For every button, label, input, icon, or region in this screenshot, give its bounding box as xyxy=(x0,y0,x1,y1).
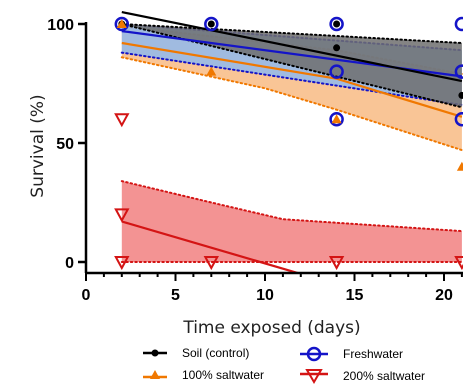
x-tick-label-0: 0 xyxy=(82,287,91,304)
100-saltwater-point-4 xyxy=(456,161,463,171)
legend-label-100-saltwater: 100% saltwater xyxy=(182,368,265,382)
freshwater-point-2 xyxy=(204,16,219,32)
200-saltwater-point-4 xyxy=(203,256,219,271)
survival-chart: 0 50 100 0 5 10 15 20 Time exposed (days) Survi… xyxy=(28,11,463,338)
soil-control-point-5 xyxy=(458,91,463,99)
legend-label-soil: Soil (control) xyxy=(182,346,250,360)
soil-control-point-4 xyxy=(333,44,341,52)
x-tick-label-10: 10 xyxy=(256,287,274,304)
soil-control-fit-line xyxy=(121,11,463,83)
200-saltwater-fit-line xyxy=(121,220,302,273)
freshwater-point-5 xyxy=(329,111,344,127)
legend-item-100-saltwater: 100% saltwater xyxy=(142,368,264,382)
x-tick-label-5: 5 xyxy=(171,287,180,304)
200-saltwater-point-6 xyxy=(454,256,463,271)
freshwater-legend-marker xyxy=(300,346,328,362)
100-saltwater-point-3 xyxy=(331,114,342,124)
soil-legend-marker xyxy=(143,349,167,357)
saltwater-200-legend-marker xyxy=(300,369,328,384)
freshwater-band-lower xyxy=(120,51,463,106)
saltwater-100-legend-marker xyxy=(143,370,167,379)
y-axis-label: Survival (%) xyxy=(28,94,48,197)
legend: Soil (control) Freshwater 100% saltwater… xyxy=(0,341,463,391)
x-tick-label-15: 15 xyxy=(346,287,364,304)
soil-control-point-3 xyxy=(333,20,341,28)
freshwater-point-3 xyxy=(329,16,344,32)
freshwater-point-8 xyxy=(454,111,463,127)
100-saltwater-point-2 xyxy=(206,66,217,76)
legend-item-soil: Soil (control) xyxy=(142,346,249,360)
freshwater-point-7 xyxy=(454,64,463,79)
100-saltwater-point-1 xyxy=(116,19,127,28)
soil-control-point-2 xyxy=(207,20,215,28)
soil-control-band-upper xyxy=(120,23,463,44)
freshwater-point-6 xyxy=(454,16,463,32)
200-saltwater-point-5 xyxy=(328,256,345,271)
freshwater-point-4 xyxy=(329,64,344,79)
x-axis-label: Time exposed (days) xyxy=(182,318,360,338)
100-saltwater-band-lower xyxy=(120,56,463,152)
y-tick-label-0: 0 xyxy=(65,255,74,272)
legend-item-200-saltwater: 200% saltwater xyxy=(299,368,425,384)
legend-item-freshwater: Freshwater xyxy=(299,346,403,362)
y-tick-label-50: 50 xyxy=(56,136,74,153)
legend-label-200-saltwater: 200% saltwater xyxy=(343,369,426,383)
200-saltwater-confidence-band xyxy=(121,181,462,262)
200-saltwater-point-1 xyxy=(114,113,130,128)
200-saltwater-point-3 xyxy=(114,256,130,271)
y-tick-label-100: 100 xyxy=(47,17,74,34)
x-tick-label-20: 20 xyxy=(435,287,453,304)
200-saltwater-band-upper xyxy=(120,180,463,233)
freshwater-point-1 xyxy=(114,16,130,32)
200-saltwater-point-2 xyxy=(114,208,130,223)
legend-label-freshwater: Freshwater xyxy=(343,347,404,361)
